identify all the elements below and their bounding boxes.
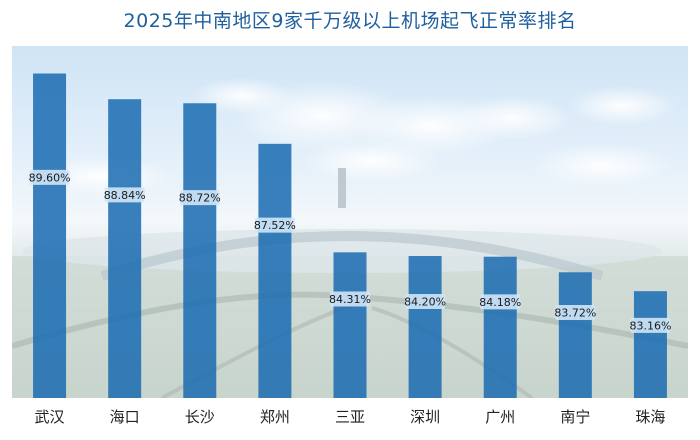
value-label-7: 83.72% [554,306,596,319]
value-label-3: 87.52% [254,219,296,232]
value-label-box-1 [104,187,145,203]
bar-4 [333,252,367,398]
chart-title: 2025年中南地区9家千万级以上机场起飞正常率排名 [123,10,577,32]
bar-0 [33,73,67,398]
value-label-box-8 [630,317,671,333]
x-axis-categories: 武汉 海口 长沙 郑州 三亚 深圳 广州 南宁 珠海 [12,400,688,436]
x-tick-label-8: 珠海 [635,408,666,426]
bar-chart: 89.60% 88.84% 88.72% 87.52% 84.31% 84.20% 84.1… [29,73,671,398]
x-tick-label-5: 深圳 [410,408,441,426]
bar-7 [558,272,592,398]
value-label-box-5 [405,293,446,309]
value-label-box-2 [179,190,220,206]
value-label-6: 84.18% [479,296,521,309]
value-label-2: 88.72% [179,192,221,205]
bar-2 [183,103,217,398]
value-label-1: 88.84% [104,189,146,202]
bar-3 [258,143,292,398]
x-tick-label-4: 三亚 [334,408,365,426]
value-label-8: 83.16% [629,319,671,332]
value-label-box-6 [480,294,521,310]
x-tick-label-1: 海口 [109,408,140,426]
value-label-box-7 [555,304,596,320]
value-label-4: 84.31% [329,293,371,306]
value-label-box-0 [29,169,70,185]
x-tick-label-3: 郑州 [259,408,290,426]
x-tick-label-7: 南宁 [560,408,591,426]
value-label-box-3 [254,217,295,233]
bar-6 [483,256,517,398]
x-tick-label-2: 长沙 [184,408,215,426]
value-label-box-4 [330,291,370,307]
value-label-0: 89.60% [29,171,71,184]
value-label-5: 84.20% [404,295,446,308]
bar-1 [108,99,142,398]
plot-area: 89.60% 88.84% 88.72% 87.52% 84.31% 84.20% 84.1… [12,46,688,398]
bar-8 [633,291,667,398]
x-tick-label-6: 广州 [485,408,516,426]
x-tick-label-0: 武汉 [34,408,65,426]
bar-5 [408,256,442,398]
